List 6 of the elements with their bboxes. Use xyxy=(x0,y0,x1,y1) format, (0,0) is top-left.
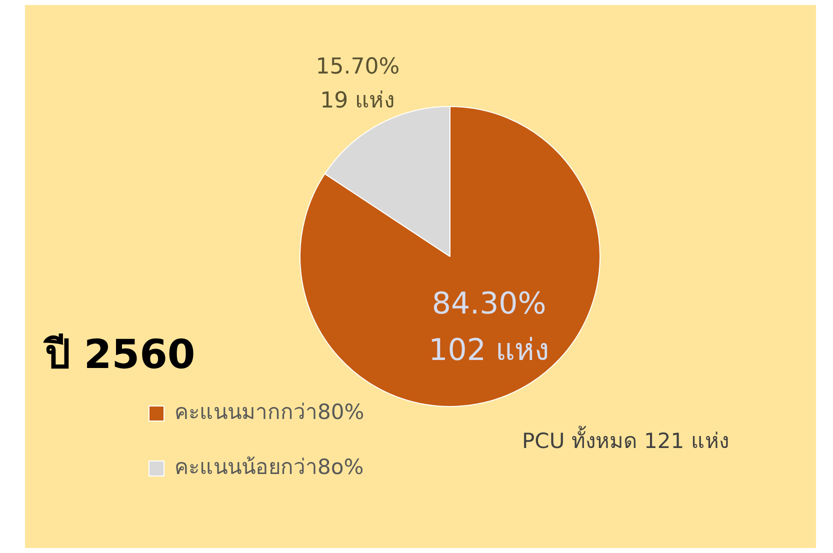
data-label: 84.30% 102 แห่ง xyxy=(428,286,550,368)
legend-label: คะแนนน้อยกว่า8o% xyxy=(174,454,364,479)
text: ปี 2560 xyxy=(45,331,196,380)
data-label: 15.70% 19 แห่ง xyxy=(316,54,400,114)
legend-label: คะแนนมากกว่า80% xyxy=(174,400,364,424)
text: PCU ทั้งหมด 121 แห่ง xyxy=(522,424,729,455)
